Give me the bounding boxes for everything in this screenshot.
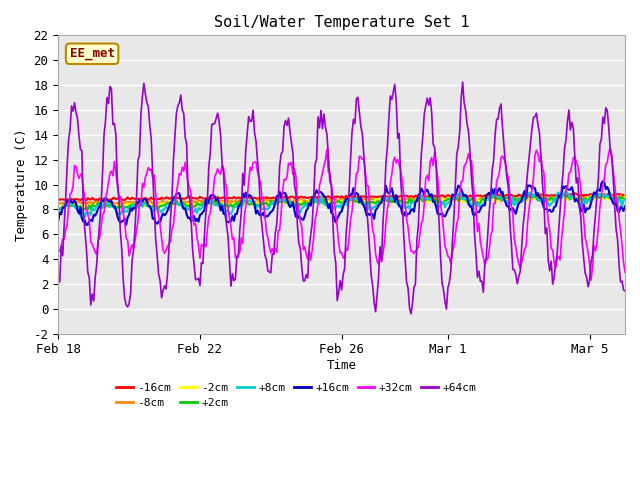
+16cm	[54, 217, 62, 223]
+2cm	[621, 196, 629, 202]
+64cm	[450, 216, 458, 222]
+16cm	[106, 199, 114, 204]
Line: -16cm: -16cm	[58, 193, 625, 201]
-16cm	[355, 194, 363, 200]
+32cm	[588, 277, 595, 283]
-2cm	[621, 193, 629, 199]
+16cm	[599, 179, 607, 184]
+32cm	[287, 159, 295, 165]
+8cm	[289, 201, 297, 207]
Line: +8cm: +8cm	[58, 192, 625, 217]
-2cm	[106, 202, 114, 208]
-8cm	[68, 202, 76, 207]
-2cm	[588, 193, 595, 199]
+32cm	[54, 248, 62, 253]
+2cm	[450, 193, 458, 199]
-2cm	[432, 199, 440, 204]
+32cm	[104, 180, 112, 185]
-16cm	[621, 193, 629, 199]
+8cm	[450, 196, 458, 202]
Text: EE_met: EE_met	[70, 47, 115, 60]
-16cm	[289, 194, 297, 200]
+32cm	[354, 169, 362, 175]
X-axis label: Time: Time	[326, 359, 356, 372]
Line: -8cm: -8cm	[58, 195, 625, 205]
-2cm	[68, 201, 76, 207]
+8cm	[621, 197, 629, 203]
-16cm	[450, 193, 458, 199]
+2cm	[432, 198, 440, 204]
Line: -2cm: -2cm	[58, 196, 625, 208]
-2cm	[450, 196, 458, 202]
+64cm	[432, 161, 440, 167]
Line: +64cm: +64cm	[58, 82, 625, 314]
+64cm	[459, 79, 467, 85]
-8cm	[106, 201, 114, 206]
+64cm	[621, 288, 629, 294]
+64cm	[354, 95, 362, 100]
+64cm	[54, 275, 62, 280]
+16cm	[83, 222, 90, 228]
+16cm	[432, 204, 440, 210]
-8cm	[621, 195, 629, 201]
+32cm	[431, 150, 438, 156]
+2cm	[289, 201, 297, 207]
Line: +32cm: +32cm	[58, 148, 625, 280]
+16cm	[450, 192, 458, 198]
-8cm	[450, 196, 458, 202]
-8cm	[593, 192, 601, 198]
-8cm	[432, 195, 440, 201]
-2cm	[54, 203, 62, 208]
-8cm	[54, 202, 62, 207]
Legend: -16cm, -8cm, -2cm, +2cm, +8cm, +16cm, +32cm, +64cm: -16cm, -8cm, -2cm, +2cm, +8cm, +16cm, +3…	[112, 378, 481, 412]
-2cm	[289, 200, 297, 205]
+16cm	[355, 199, 363, 205]
-16cm	[432, 193, 440, 199]
+16cm	[621, 204, 629, 209]
+32cm	[621, 269, 629, 275]
+64cm	[104, 101, 112, 107]
-16cm	[571, 191, 579, 196]
-2cm	[77, 205, 84, 211]
Line: +2cm: +2cm	[58, 194, 625, 212]
-2cm	[355, 198, 363, 204]
+64cm	[407, 311, 415, 317]
+2cm	[68, 203, 76, 208]
+16cm	[289, 199, 297, 205]
-16cm	[54, 195, 62, 201]
+8cm	[562, 189, 570, 194]
+2cm	[78, 209, 86, 215]
+32cm	[68, 190, 76, 195]
-16cm	[94, 198, 102, 204]
+8cm	[432, 203, 440, 208]
Y-axis label: Temperature (C): Temperature (C)	[15, 128, 28, 241]
+8cm	[54, 209, 62, 215]
+64cm	[287, 140, 295, 146]
+32cm	[607, 145, 614, 151]
-8cm	[355, 196, 363, 202]
+8cm	[81, 215, 89, 220]
+64cm	[68, 103, 76, 109]
-16cm	[68, 196, 76, 202]
+2cm	[106, 202, 114, 208]
-8cm	[104, 203, 112, 208]
-16cm	[106, 196, 114, 202]
Line: +16cm: +16cm	[58, 181, 625, 225]
Title: Soil/Water Temperature Set 1: Soil/Water Temperature Set 1	[214, 15, 469, 30]
-8cm	[289, 200, 297, 205]
+8cm	[68, 200, 76, 206]
+2cm	[561, 191, 568, 197]
+2cm	[355, 200, 363, 206]
+16cm	[68, 199, 76, 205]
+32cm	[449, 250, 456, 255]
+8cm	[355, 199, 363, 204]
+8cm	[106, 204, 114, 210]
+2cm	[54, 207, 62, 213]
